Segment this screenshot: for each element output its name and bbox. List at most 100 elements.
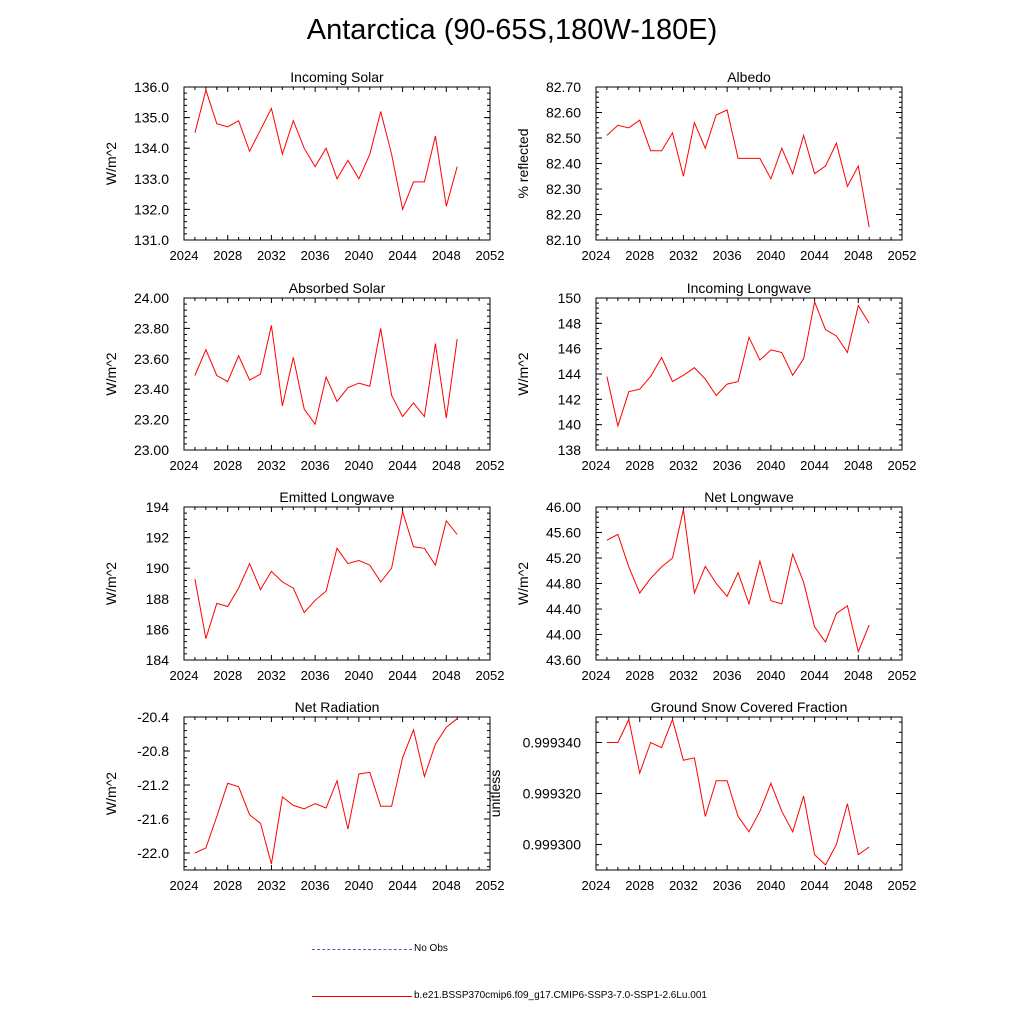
x-tick-label: 2028 — [213, 248, 242, 263]
chart-panel-2: Absorbed Solar 2024 2028 2032 2036 2040 2044 20… — [103, 280, 504, 473]
x-tick-label: 2036 — [301, 248, 330, 263]
y-tick-label: 23.20 — [134, 412, 169, 428]
chart-panel-3: Incoming Longwave 2024 2028 2032 2036 2040 204… — [515, 280, 916, 473]
panel-title: Incoming Solar — [290, 69, 384, 85]
y-tick-label: 148 — [558, 315, 582, 331]
plot-frame — [595, 506, 903, 661]
x-tick-label: 2032 — [257, 458, 286, 473]
y-tick-label: -20.8 — [137, 743, 169, 759]
series-line — [606, 300, 870, 428]
y-tick-label: 24.00 — [134, 290, 169, 306]
x-tick-label: 2040 — [756, 668, 785, 683]
x-tick-label: 2032 — [669, 668, 698, 683]
x-tick-label: 2032 — [257, 248, 286, 263]
plot-frame — [183, 716, 491, 871]
x-tick-label: 2044 — [388, 668, 417, 683]
panel-title: Incoming Longwave — [687, 280, 812, 296]
x-tick-label: 2028 — [213, 878, 242, 893]
x-tick-label: 2036 — [713, 878, 742, 893]
y-axis-label: unitless — [487, 770, 503, 817]
y-axis-label: W/m^2 — [515, 352, 531, 395]
chart-panel-0: Incoming Solar 2024 2028 2032 2036 2040 2044 20… — [103, 69, 504, 263]
x-tick-label: 2044 — [388, 248, 417, 263]
y-tick-label: 44.40 — [546, 601, 581, 617]
x-tick-label: 2044 — [388, 878, 417, 893]
y-tick-label: 190 — [146, 560, 170, 576]
panel-title: Absorbed Solar — [289, 280, 386, 296]
y-tick-label: 134.0 — [134, 140, 169, 156]
y-tick-label: 132.0 — [134, 201, 169, 217]
y-tick-label: 82.10 — [546, 232, 581, 248]
y-tick-label: -20.4 — [137, 709, 169, 725]
x-tick-label: 2044 — [800, 248, 829, 263]
y-tick-label: 45.20 — [546, 550, 581, 566]
x-tick-label: 2032 — [257, 878, 286, 893]
x-tick-label: 2040 — [756, 878, 785, 893]
series-line — [606, 717, 870, 866]
chart-panel-7: Ground Snow Covered Fraction 2024 2028 2032… — [487, 699, 916, 893]
y-tick-label: 44.00 — [546, 627, 581, 643]
y-axis-label: W/m^2 — [103, 142, 119, 185]
plot-frame — [595, 86, 903, 241]
x-tick-label: 2032 — [669, 458, 698, 473]
chart-panel-6: Net Radiation 2024 2028 2032 2036 2040 2044 204… — [103, 699, 504, 893]
plot-frame — [183, 297, 491, 451]
x-tick-label: 2048 — [432, 878, 461, 893]
y-axis-label: % reflected — [515, 128, 531, 198]
x-tick-label: 2036 — [301, 458, 330, 473]
x-tick-label: 2044 — [800, 668, 829, 683]
x-tick-label: 2036 — [713, 458, 742, 473]
y-tick-label: 184 — [146, 652, 170, 668]
y-axis-label: W/m^2 — [103, 352, 119, 395]
x-tick-label: 2028 — [213, 458, 242, 473]
series-line — [194, 88, 458, 212]
x-tick-label: 2048 — [844, 458, 873, 473]
x-tick-label: 2052 — [888, 458, 917, 473]
x-tick-label: 2040 — [756, 458, 785, 473]
series-line — [194, 718, 458, 865]
y-tick-label: -21.6 — [137, 811, 169, 827]
x-tick-label: 2024 — [582, 248, 611, 263]
series-line — [194, 325, 458, 426]
y-tick-label: 23.80 — [134, 320, 169, 336]
y-tick-label: 140 — [558, 417, 582, 433]
x-tick-label: 2040 — [756, 248, 785, 263]
y-axis-label: W/m^2 — [515, 562, 531, 605]
panel-title: Ground Snow Covered Fraction — [651, 699, 848, 715]
chart-panel-5: Net Longwave 2024 2028 2032 2036 2040 2044 2048… — [515, 489, 916, 683]
x-tick-label: 2040 — [344, 248, 373, 263]
series-line — [606, 109, 870, 228]
y-tick-label: 192 — [146, 530, 170, 546]
x-tick-label: 2048 — [432, 668, 461, 683]
y-tick-label: 144 — [558, 366, 582, 382]
y-tick-label: 194 — [146, 499, 170, 515]
y-tick-label: 82.20 — [546, 207, 581, 223]
y-tick-label: -22.0 — [137, 845, 169, 861]
plot-frame — [595, 297, 903, 451]
x-tick-label: 2048 — [844, 668, 873, 683]
x-tick-label: 2024 — [170, 878, 199, 893]
y-tick-label: 150 — [558, 290, 582, 306]
y-tick-label: 46.00 — [546, 499, 581, 515]
x-tick-label: 2044 — [388, 458, 417, 473]
y-tick-label: 188 — [146, 591, 170, 607]
x-tick-label: 2024 — [582, 458, 611, 473]
x-tick-label: 2028 — [625, 458, 654, 473]
y-axis-label: W/m^2 — [103, 562, 119, 605]
page-title: Antarctica (90-65S,180W-180E) — [306, 14, 718, 46]
x-tick-label: 2048 — [844, 248, 873, 263]
y-tick-label: 0.999340 — [523, 735, 582, 751]
legend-label: b.e21.BSSP370cmip6.f09_g17.CMIP6-SSP3-7.… — [414, 990, 707, 1001]
y-tick-label: 23.60 — [134, 351, 169, 367]
y-tick-label: 136.0 — [134, 79, 169, 95]
x-tick-label: 2052 — [476, 668, 505, 683]
x-tick-label: 2048 — [432, 458, 461, 473]
y-tick-label: 146 — [558, 341, 582, 357]
y-tick-label: 142 — [558, 391, 582, 407]
x-tick-label: 2040 — [344, 458, 373, 473]
panel-title: Emitted Longwave — [279, 489, 394, 505]
x-tick-label: 2044 — [800, 878, 829, 893]
y-tick-label: 43.60 — [546, 652, 581, 668]
x-tick-label: 2024 — [582, 878, 611, 893]
